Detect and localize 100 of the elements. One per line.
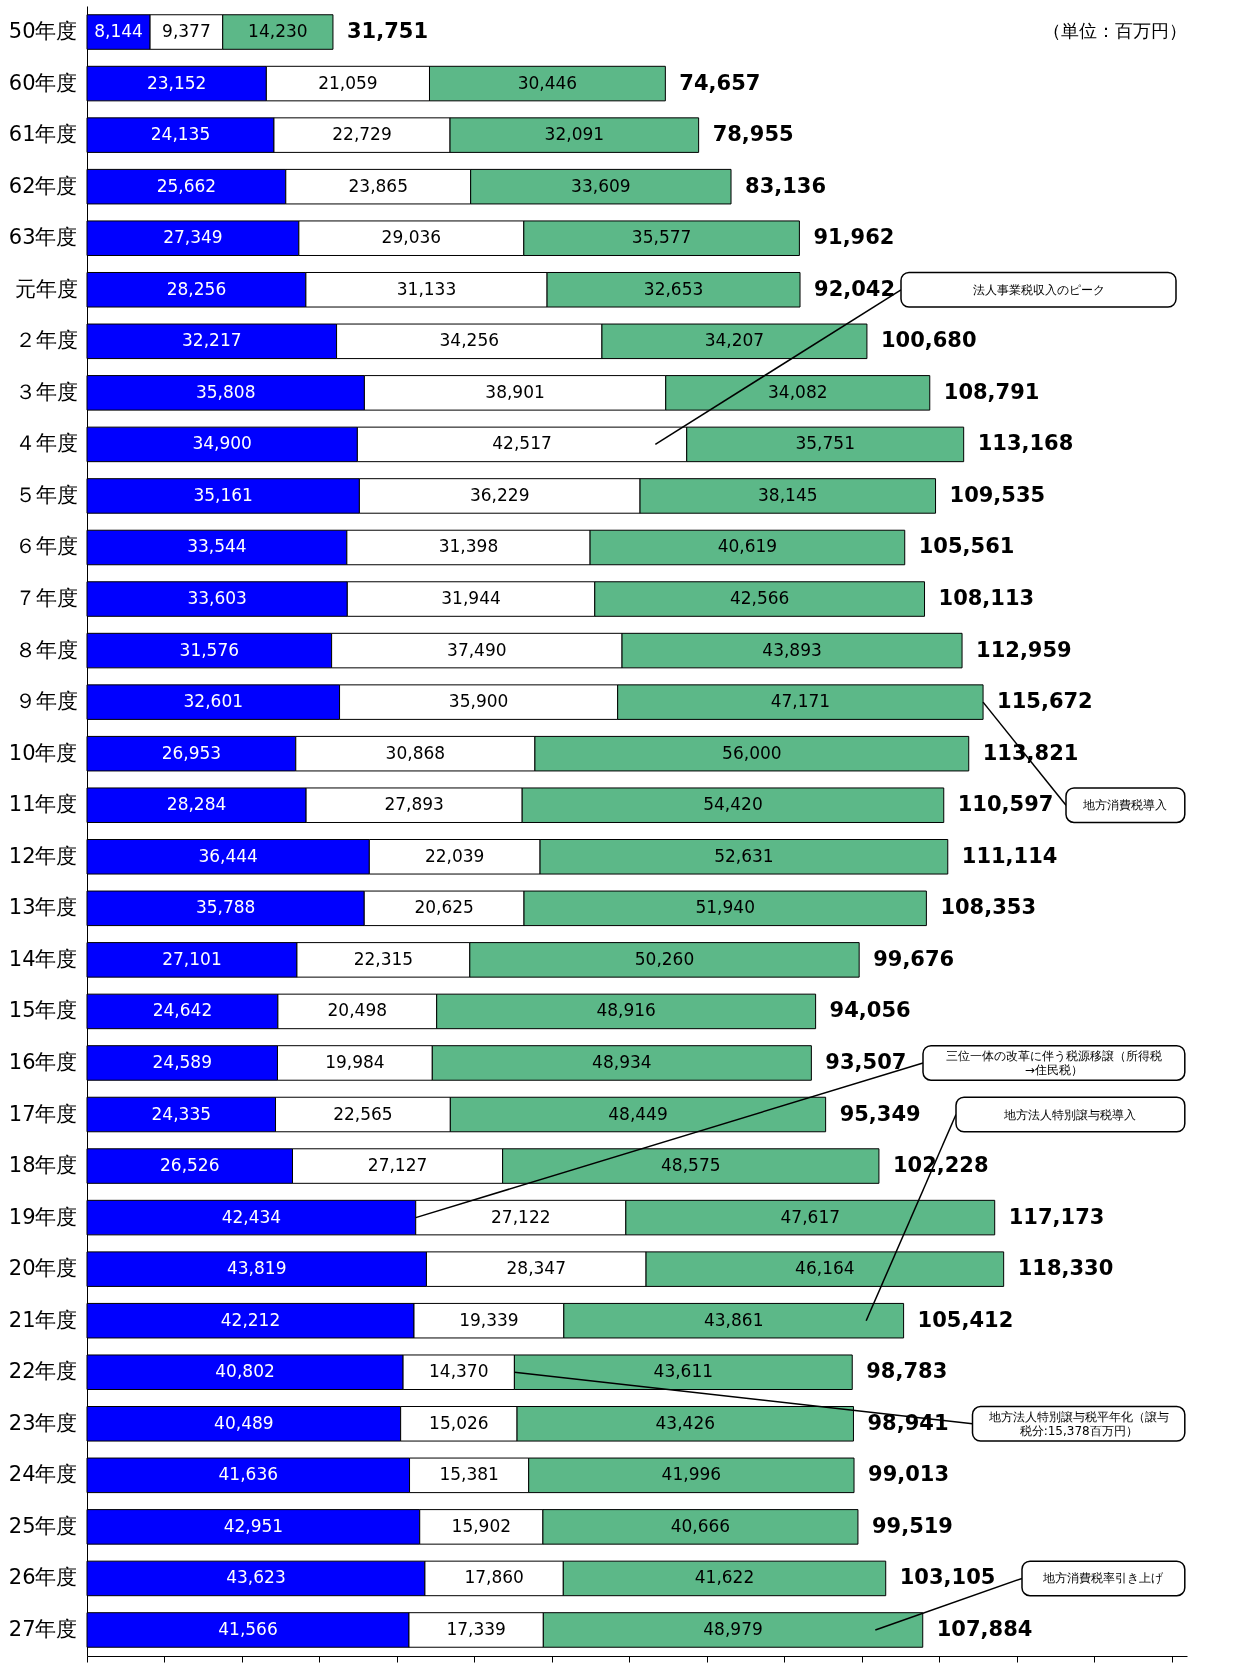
annotation: 三位一体の改革に伴う税源移譲（所得税→住民税） (945, 1048, 1162, 1077)
total-label: 103,105 (899, 1565, 996, 1590)
data-label: 32,091 (544, 124, 605, 145)
total-label: 107,884 (936, 1616, 1033, 1641)
data-label: 20,498 (327, 1000, 388, 1021)
total-label: 95,349 (839, 1101, 921, 1126)
total-label: 117,173 (1008, 1204, 1105, 1229)
data-label: 35,161 (193, 484, 253, 505)
data-label: 27,349 (163, 227, 223, 248)
data-label: 24,589 (152, 1051, 212, 1072)
data-label: 24,135 (150, 124, 211, 145)
total-label: 109,535 (949, 482, 1046, 507)
data-label: 41,636 (218, 1464, 279, 1485)
data-label: 47,617 (780, 1206, 841, 1227)
data-label: 28,256 (166, 278, 227, 299)
total-label: 118,330 (1017, 1256, 1114, 1281)
data-label: 22,729 (332, 124, 392, 145)
data-label: 15,902 (451, 1515, 512, 1536)
data-label: 15,026 (429, 1412, 489, 1433)
data-label: 31,944 (441, 588, 501, 609)
text: 地方法人特別譲与税導入 (1003, 1107, 1137, 1122)
total-label: 105,412 (917, 1307, 1014, 1332)
y-tick-label: 18年度 (8, 1153, 78, 1178)
data-label: 43,861 (703, 1309, 764, 1330)
data-label: 32,217 (182, 330, 242, 351)
data-label: 9,377 (162, 21, 211, 42)
data-label: 48,979 (703, 1618, 763, 1639)
data-label: 34,207 (704, 330, 765, 351)
data-label: 31,576 (179, 639, 240, 660)
data-label: 33,544 (187, 536, 247, 557)
y-tick-label: 10年度 (8, 740, 78, 765)
text: 地方消費税導入 (1082, 798, 1168, 813)
data-label: 35,577 (631, 227, 692, 248)
data-label: 54,420 (703, 794, 763, 815)
data-label: 35,751 (795, 433, 855, 454)
data-label: 35,900 (448, 691, 509, 712)
y-tick-label: 62年度 (8, 173, 78, 198)
data-label: 42,951 (223, 1515, 284, 1536)
data-label: 43,623 (226, 1567, 286, 1588)
y-tick-label: 15年度 (8, 998, 78, 1023)
data-label: 27,127 (367, 1155, 428, 1176)
data-label: 26,953 (161, 742, 222, 763)
y-tick-label: 元年度 (14, 276, 78, 301)
data-label: 27,101 (162, 948, 222, 969)
data-label: 33,603 (187, 588, 247, 609)
total-label: 92,042 (814, 276, 896, 301)
data-label: 56,000 (722, 742, 782, 763)
data-label: 24,642 (152, 1000, 213, 1021)
total-label: 91,962 (813, 225, 895, 250)
data-label: 41,566 (218, 1618, 278, 1639)
total-label: 93,507 (825, 1049, 907, 1074)
data-label: 47,171 (770, 691, 831, 712)
y-tick-label: 21年度 (8, 1307, 78, 1332)
data-label: 36,229 (469, 484, 530, 505)
y-tick-label: 50年度 (8, 19, 78, 44)
data-label: 51,940 (695, 897, 755, 918)
text: 地方消費税率引き上げ (1042, 1571, 1165, 1586)
total-label: 74,657 (679, 70, 761, 95)
y-tick-label: 27年度 (8, 1616, 78, 1641)
y-tick-label: 13年度 (8, 895, 78, 920)
y-tick-label: 19年度 (8, 1204, 78, 1229)
data-label: 31,133 (396, 278, 457, 299)
total-label: 98,783 (866, 1359, 948, 1384)
data-label: 30,868 (385, 742, 446, 763)
y-tick-label: 14年度 (8, 946, 78, 971)
data-label: 42,212 (220, 1309, 281, 1330)
data-label: 35,788 (195, 897, 256, 918)
total-label: 113,168 (977, 431, 1074, 456)
data-label: 42,434 (221, 1206, 282, 1227)
total-label: 115,672 (997, 689, 1093, 714)
data-label: 38,145 (758, 484, 818, 505)
total-label: 99,519 (871, 1513, 953, 1538)
y-tick-label: 24年度 (8, 1462, 78, 1487)
total-label: 94,056 (829, 998, 911, 1023)
y-tick-label: ３年度 (14, 379, 78, 404)
data-label: 22,039 (424, 845, 485, 866)
total-label: 99,676 (873, 946, 955, 971)
y-tick-label: 60年度 (8, 70, 78, 95)
data-label: 28,347 (506, 1258, 566, 1279)
data-label: 32,601 (183, 691, 244, 712)
total-label: 111,114 (961, 843, 1058, 868)
data-label: 14,370 (429, 1361, 489, 1382)
data-label: 52,631 (714, 845, 774, 866)
y-tick-label: 11年度 (8, 792, 78, 817)
y-tick-label: ９年度 (14, 689, 78, 714)
y-tick-label: ２年度 (14, 328, 78, 353)
data-label: 40,619 (717, 536, 778, 557)
data-label: 38,901 (485, 381, 545, 402)
y-tick-label: 22年度 (8, 1359, 78, 1384)
data-label: 21,059 (318, 72, 378, 93)
data-label: 40,802 (215, 1361, 275, 1382)
data-label: 40,666 (670, 1515, 731, 1536)
data-label: 48,449 (608, 1103, 668, 1124)
data-label: 19,339 (459, 1309, 519, 1330)
total-label: 78,955 (712, 122, 794, 147)
data-label: 17,339 (446, 1618, 506, 1639)
y-tick-label: ６年度 (14, 534, 78, 559)
data-label: 25,662 (156, 175, 217, 196)
data-label: 43,893 (762, 639, 822, 660)
total-label: 110,597 (957, 792, 1054, 817)
